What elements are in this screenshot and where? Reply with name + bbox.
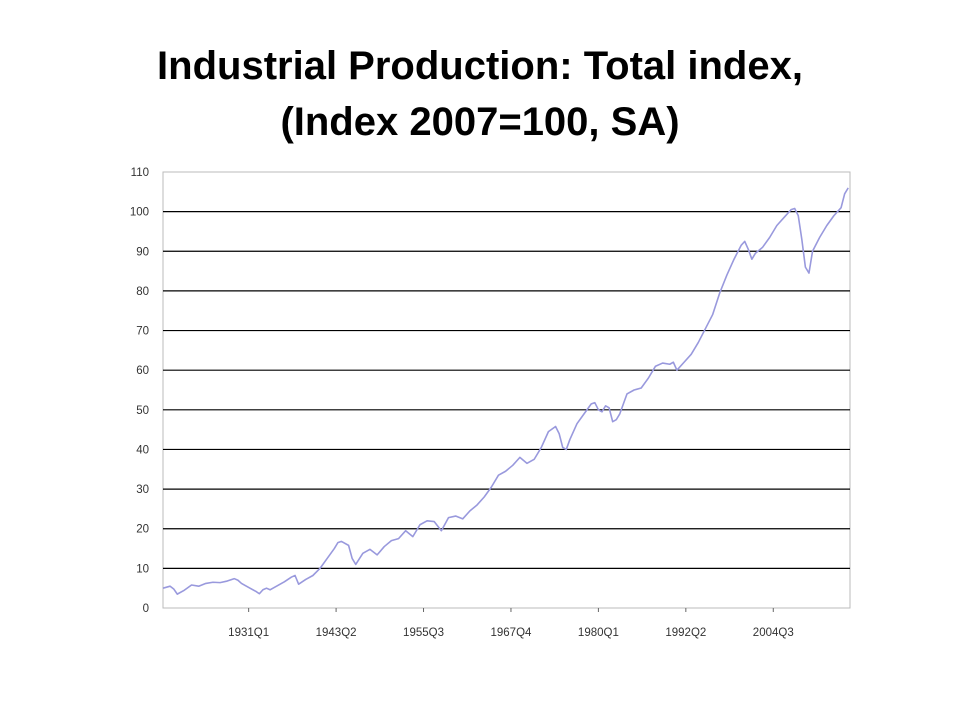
chart-title-line-2: (Index 2007=100, SA) bbox=[280, 100, 680, 144]
chart-title: Industrial Production: Total index, (Ind… bbox=[0, 38, 960, 150]
y-tick-label: 60 bbox=[136, 365, 149, 377]
x-tick-label: 1992Q2 bbox=[665, 627, 706, 639]
chart-title-line-1: Industrial Production: Total index, bbox=[157, 44, 803, 88]
y-tick-label: 50 bbox=[136, 405, 149, 417]
y-tick-label: 0 bbox=[143, 603, 149, 615]
y-tick-label: 110 bbox=[131, 167, 149, 179]
plot-area bbox=[162, 171, 851, 609]
y-tick-label: 20 bbox=[136, 524, 149, 536]
x-tick-label: 2004Q3 bbox=[753, 627, 794, 639]
y-tick-label: 10 bbox=[136, 563, 149, 575]
series-line bbox=[162, 187, 849, 595]
y-axis-ticks: 0 10 20 30 40 50 60 70 80 90 100 110 bbox=[130, 167, 149, 615]
x-tick-label: 1943Q2 bbox=[316, 627, 357, 639]
series-layer bbox=[162, 187, 849, 595]
x-tick-label: 1967Q4 bbox=[490, 627, 532, 639]
y-tick-label: 30 bbox=[136, 484, 149, 496]
x-tick-label: 1980Q1 bbox=[578, 627, 619, 639]
gridlines bbox=[163, 211, 850, 569]
y-tick-label: 40 bbox=[136, 444, 149, 456]
y-tick-label: 80 bbox=[136, 286, 149, 298]
x-tick-label: 1955Q3 bbox=[403, 627, 444, 639]
y-tick-label: 100 bbox=[130, 207, 149, 219]
y-tick-label: 70 bbox=[136, 326, 149, 338]
y-tick-label: 90 bbox=[136, 246, 149, 258]
x-axis-ticks: 1931Q1 1943Q2 1955Q3 1967Q4 1980Q1 1992Q2 2004… bbox=[228, 608, 794, 639]
x-tick-label: 1931Q1 bbox=[228, 627, 269, 639]
